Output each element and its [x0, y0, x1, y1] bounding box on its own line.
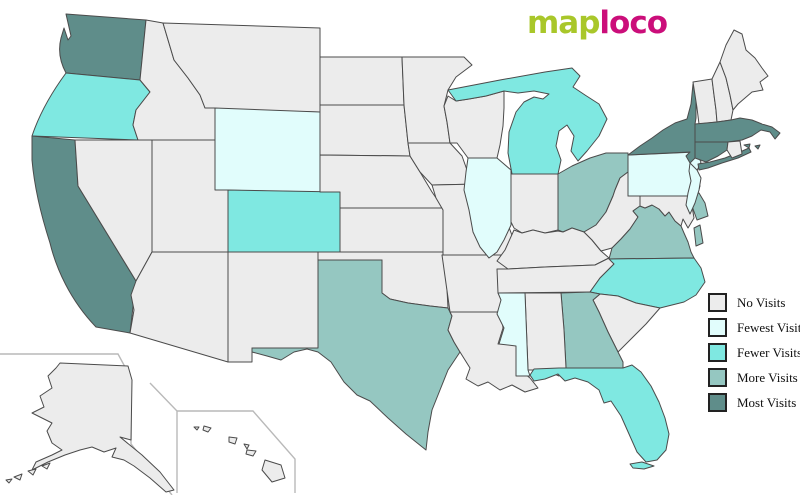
state-TX — [251, 259, 461, 451]
state-IN — [510, 173, 559, 234]
state-SD — [319, 104, 411, 157]
fewest-visits-label: Fewest Visits — [737, 319, 800, 335]
state-ND — [319, 56, 405, 106]
state-MS — [496, 292, 531, 377]
fewer-visits-swatch — [708, 343, 727, 362]
state-WY — [214, 107, 321, 193]
state-IL — [463, 157, 512, 259]
state-CA — [31, 135, 137, 334]
logo-loco-text: loco — [599, 5, 668, 41]
state-MD — [639, 195, 695, 229]
logo-map-text: map — [527, 5, 600, 41]
legend-row-no-visits: No Visits — [708, 292, 800, 313]
no-visits-label: No Visits — [737, 294, 786, 310]
state-CO — [227, 189, 341, 253]
state-ME — [719, 29, 769, 111]
state-MI — [447, 67, 608, 175]
state-HI — [193, 425, 286, 483]
state-WA — [59, 13, 147, 81]
maploco-logo[interactable]: maploco — [527, 5, 668, 41]
state-AZ — [129, 251, 229, 363]
state-RI — [726, 140, 743, 159]
no-visits-swatch — [708, 293, 727, 312]
state-OR — [31, 72, 151, 141]
state-KS — [339, 207, 446, 253]
state-NM — [227, 251, 319, 363]
map-legend: No Visits Fewest Visits Fewer Visits Mor… — [708, 292, 800, 417]
legend-row-most-visits: Most Visits — [708, 392, 800, 413]
state-FL — [529, 364, 670, 470]
legend-row-fewest-visits: Fewest Visits — [708, 317, 800, 338]
hawaii-inset-border-top — [177, 410, 296, 493]
legend-row-more-visits: More Visits — [708, 367, 800, 388]
fewest-visits-swatch — [708, 318, 727, 337]
fewer-visits-label: Fewer Visits — [737, 344, 800, 360]
legend-row-fewer-visits: Fewer Visits — [708, 342, 800, 363]
more-visits-swatch — [708, 368, 727, 387]
state-NJ — [685, 162, 702, 215]
state-AL — [524, 292, 567, 378]
more-visits-label: More Visits — [737, 369, 798, 385]
most-visits-label: Most Visits — [737, 394, 797, 410]
state-AK — [5, 362, 175, 493]
state-MA — [694, 117, 781, 150]
states-group — [5, 13, 781, 493]
most-visits-swatch — [708, 393, 727, 412]
